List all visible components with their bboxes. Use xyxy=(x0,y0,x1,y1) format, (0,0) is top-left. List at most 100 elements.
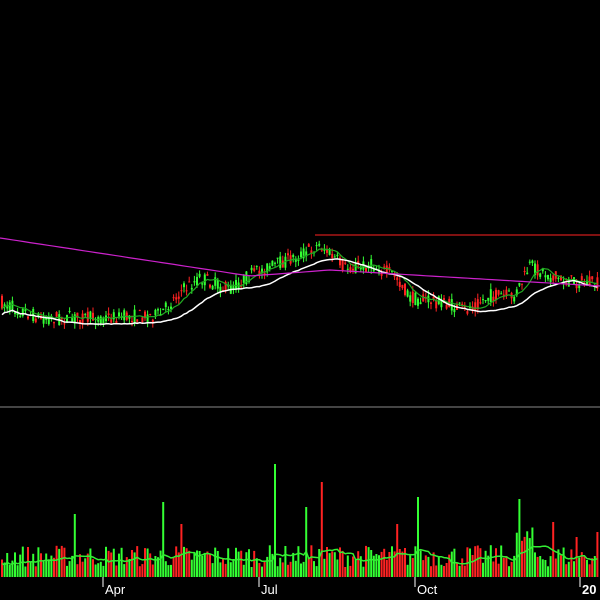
volume-bar xyxy=(8,565,11,577)
candle-body xyxy=(580,276,583,281)
candle-body xyxy=(27,316,29,319)
candle-body xyxy=(495,289,497,300)
candle-body xyxy=(266,263,269,273)
volume-bar xyxy=(437,556,440,577)
volume-bar xyxy=(159,550,162,577)
candle-body xyxy=(6,305,9,309)
volume-bar xyxy=(240,550,243,577)
candle-body xyxy=(206,274,209,276)
candle-body xyxy=(19,315,22,317)
volume-bar xyxy=(528,538,531,577)
volume-bar xyxy=(554,558,557,577)
candle-body xyxy=(131,320,133,323)
volume-bar xyxy=(328,553,331,577)
volume-bar xyxy=(567,561,570,577)
volume-bar xyxy=(380,551,383,577)
candle-body xyxy=(175,297,178,300)
volume-bar xyxy=(115,565,118,577)
candle-body xyxy=(515,289,518,296)
volume-bar xyxy=(211,563,214,577)
candle-body xyxy=(268,266,271,270)
candle-body xyxy=(583,282,586,284)
volume-bar xyxy=(40,553,42,577)
volume-bar xyxy=(354,559,357,577)
volume-panel xyxy=(1,464,599,577)
candle-body xyxy=(487,297,490,301)
volume-bar xyxy=(476,545,479,577)
volume-bar xyxy=(177,552,180,577)
candle-body xyxy=(560,275,562,281)
volume-bar xyxy=(557,549,560,577)
volume-bar xyxy=(349,565,352,577)
volume-bar xyxy=(146,548,149,577)
volume-bar xyxy=(24,566,27,577)
volume-bar xyxy=(136,546,139,577)
volume-bar xyxy=(419,550,422,577)
volume-bar xyxy=(16,565,19,577)
volume-bar xyxy=(359,556,362,577)
volume-bar xyxy=(375,554,378,577)
volume-bar xyxy=(188,550,191,577)
candle-body xyxy=(476,299,479,310)
candle-body xyxy=(523,271,526,272)
candle-body xyxy=(328,249,331,255)
candle-body xyxy=(333,256,336,258)
volume-bar xyxy=(276,566,279,577)
candle-body xyxy=(146,314,149,323)
volume-bar xyxy=(110,552,113,577)
volume-bar xyxy=(344,567,347,577)
candle-body xyxy=(349,267,352,273)
volume-bar xyxy=(536,556,539,577)
volume-bar xyxy=(180,524,183,577)
candle-body xyxy=(354,263,357,274)
candle-body xyxy=(528,261,531,263)
candle-body xyxy=(365,266,367,272)
candle-body xyxy=(84,314,87,316)
candle-body xyxy=(393,273,396,277)
candle-body xyxy=(63,323,66,325)
candle-body xyxy=(99,316,102,324)
volume-bar xyxy=(185,548,188,577)
volume-bar xyxy=(409,555,412,577)
volume-bar xyxy=(284,546,287,577)
volume-bar xyxy=(370,550,373,577)
candle-body xyxy=(261,268,263,273)
volume-bar xyxy=(404,548,406,577)
candle-body xyxy=(115,321,118,324)
volume-bar xyxy=(232,559,235,577)
volume-bar xyxy=(562,547,565,577)
volume-bar xyxy=(471,555,474,577)
candle-body xyxy=(414,292,417,305)
candle-body xyxy=(492,296,495,302)
candle-body xyxy=(294,259,297,262)
candle-body xyxy=(370,259,373,268)
volume-bar xyxy=(346,555,349,577)
candle-body xyxy=(71,317,74,322)
volume-bar xyxy=(50,555,53,577)
candle-body xyxy=(378,270,380,274)
candle-body xyxy=(144,311,146,319)
volume-bar xyxy=(123,564,126,577)
volume-bar xyxy=(333,552,336,577)
volume-bar xyxy=(339,547,341,577)
volume-bar xyxy=(323,558,326,577)
candle-body xyxy=(198,273,201,277)
candle-body xyxy=(224,281,227,290)
x-tick-label-year: 20 xyxy=(582,582,596,597)
volume-bar xyxy=(266,556,269,577)
candle-body xyxy=(21,308,24,316)
volume-bar xyxy=(190,559,193,577)
volume-bar xyxy=(315,566,318,577)
volume-bar xyxy=(162,502,165,577)
volume-bar xyxy=(263,562,266,577)
volume-bar xyxy=(175,546,178,577)
volume-bar xyxy=(224,563,227,577)
candle-body xyxy=(383,266,386,268)
volume-bar xyxy=(253,550,256,577)
volume-bar xyxy=(86,553,89,577)
volume-bar xyxy=(302,561,305,577)
candle-body xyxy=(541,268,544,272)
volume-bar xyxy=(372,555,375,577)
volume-bar xyxy=(596,532,599,577)
